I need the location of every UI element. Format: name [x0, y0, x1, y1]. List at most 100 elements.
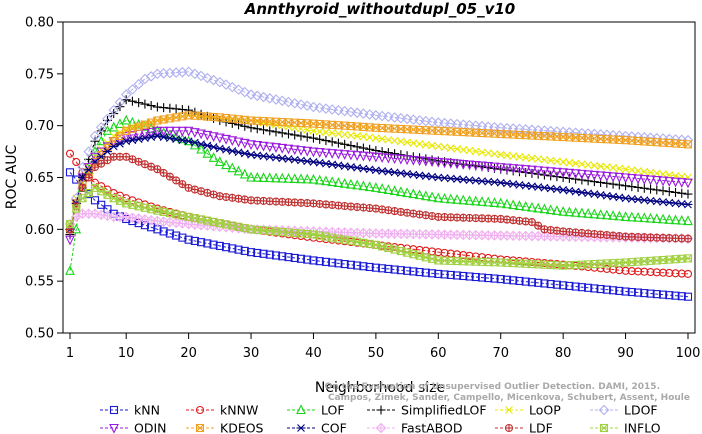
data-point: [215, 144, 225, 153]
data-point: [340, 130, 349, 139]
data-point: [308, 101, 319, 113]
data-point: [358, 164, 368, 173]
data-point: [97, 159, 106, 168]
data-point: [65, 265, 75, 275]
data-point: [552, 280, 561, 289]
data-point: [302, 157, 312, 166]
data-point: [546, 184, 556, 193]
data-point: [470, 161, 481, 171]
legend-marker: [375, 422, 387, 434]
data-point: [346, 178, 356, 189]
data-point: [614, 172, 625, 183]
x-axis-title: Neighborhood size: [315, 380, 445, 396]
data-point: [140, 134, 150, 142]
data-point: [489, 162, 500, 173]
data-point: [145, 71, 157, 82]
data-point: [371, 134, 380, 142]
data-point: [239, 86, 251, 98]
data-point: [677, 269, 686, 278]
data-point: [322, 128, 330, 137]
data-point: [358, 143, 368, 153]
data-point: [427, 172, 437, 181]
data-point: [277, 143, 288, 154]
series-line: [69, 171, 689, 298]
data-point: [277, 172, 288, 183]
data-point: [270, 94, 282, 105]
legend-item-knnw: kNNW: [186, 403, 258, 418]
data-point: [158, 126, 169, 137]
data-point: [389, 154, 400, 165]
series-fastabod: [64, 208, 694, 244]
data-point: [634, 288, 643, 297]
data-point: [489, 197, 500, 207]
data-point: [589, 208, 600, 219]
data-point: [384, 264, 393, 273]
data-point: [221, 159, 231, 170]
data-point: [596, 284, 605, 294]
data-point: [427, 191, 437, 202]
data-point: [334, 259, 343, 268]
data-point: [677, 199, 687, 208]
data-point: [184, 235, 193, 244]
data-point: [359, 132, 368, 141]
data-point: [658, 176, 668, 187]
data-point: [264, 93, 276, 104]
data-point: [402, 187, 412, 198]
data-point: [215, 241, 224, 250]
data-point: [576, 207, 587, 218]
data-point: [395, 154, 406, 165]
x-tick-label: 1: [66, 346, 74, 361]
data-point: [658, 213, 668, 224]
data-point: [190, 138, 200, 147]
data-point: [383, 167, 393, 176]
data-point: [97, 200, 106, 209]
data-point: [227, 136, 238, 147]
data-point: [177, 126, 188, 137]
data-point: [658, 268, 668, 277]
data-point: [477, 273, 487, 282]
data-point: [146, 133, 156, 141]
data-point: [283, 96, 294, 108]
data-point: [658, 198, 668, 206]
data-point: [583, 208, 594, 218]
series-odin: [65, 126, 693, 246]
data-point: [477, 161, 487, 172]
data-point: [358, 151, 369, 162]
data-point: [227, 118, 237, 128]
data-point: [676, 214, 687, 225]
data-point: [453, 144, 461, 153]
data-point: [334, 129, 343, 138]
data-point: [121, 131, 132, 142]
data-point: [197, 238, 206, 247]
data-point: [383, 153, 394, 164]
data-point: [209, 143, 219, 151]
data-point: [458, 194, 469, 205]
data-point: [96, 152, 106, 161]
data-point: [171, 135, 181, 144]
data-point: [364, 109, 375, 120]
data-point: [203, 239, 212, 248]
data-point: [202, 147, 213, 158]
data-point: [627, 288, 636, 297]
data-point: [452, 271, 462, 280]
data-point: [639, 183, 649, 193]
series-markers: [65, 183, 693, 270]
data-point: [527, 201, 537, 212]
data-point: [534, 278, 543, 287]
data-point: [583, 170, 594, 181]
data-point: [683, 292, 693, 301]
data-point: [514, 200, 525, 210]
data-point: [583, 189, 593, 198]
data-point: [558, 168, 569, 179]
data-point: [134, 98, 144, 108]
data-point: [284, 253, 293, 262]
data-point: [665, 268, 674, 278]
data-point: [321, 148, 331, 159]
series-line: [69, 130, 689, 240]
data-point: [227, 147, 237, 155]
data-point: [289, 173, 300, 184]
data-point: [259, 249, 268, 258]
watermark-line-1: Campos, Zimek, Sander, Campello, Micenko…: [328, 393, 690, 403]
data-point: [478, 148, 486, 157]
data-point: [414, 115, 425, 126]
